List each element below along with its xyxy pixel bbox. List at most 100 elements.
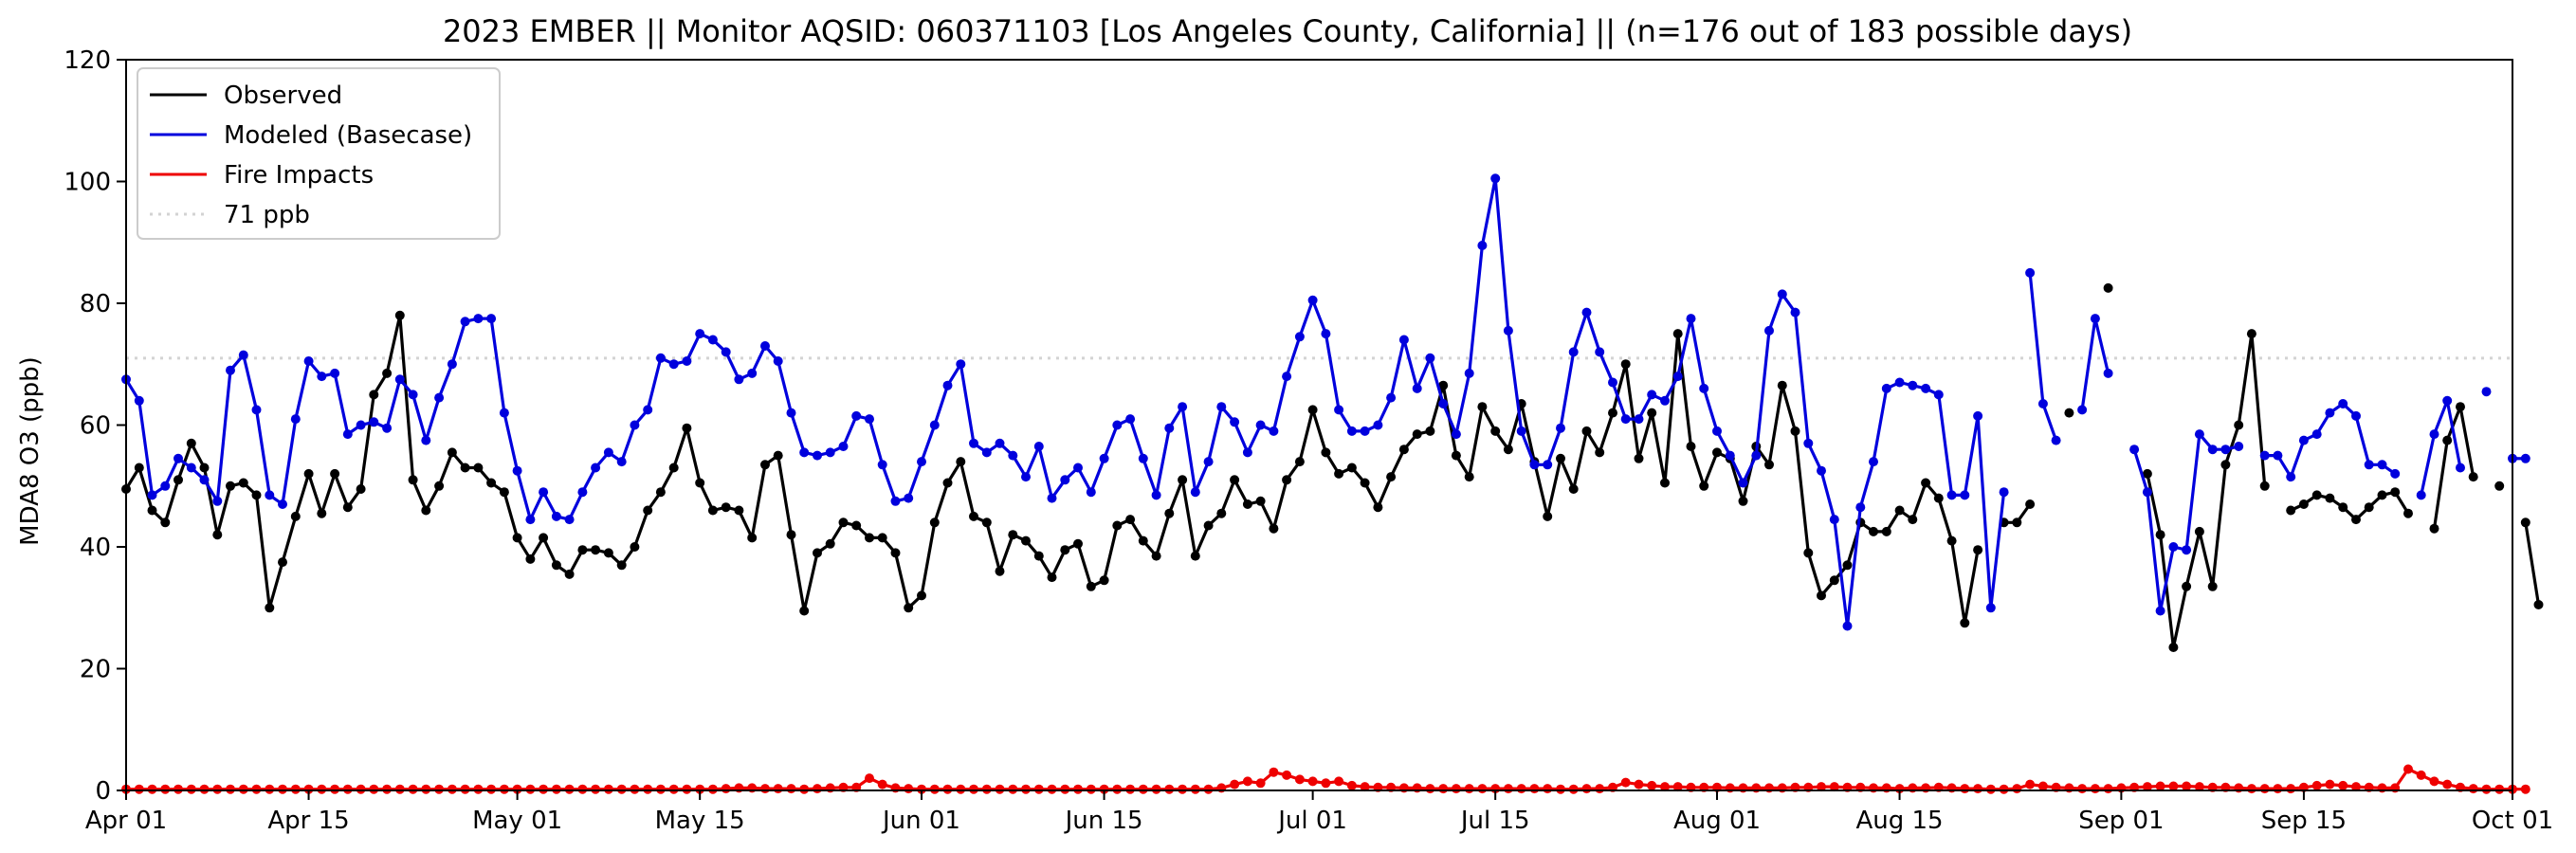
data-point-fire (2142, 782, 2152, 792)
plot-area: 0 20 40 60 80 100 120 Apr 01 Apr 15 May 01 May 15… (64, 46, 2553, 835)
data-point-modeled (668, 359, 679, 370)
data-point-fire (2155, 781, 2165, 791)
data-point-observed (382, 368, 393, 378)
data-point-observed (238, 478, 248, 488)
data-point-observed (1216, 508, 1227, 518)
data-point-modeled (682, 356, 692, 366)
data-point-modeled (2338, 399, 2348, 408)
data-point-modeled (2481, 387, 2492, 397)
data-point-observed (134, 463, 144, 473)
data-point-observed (226, 481, 235, 491)
data-point-fire (1307, 776, 1318, 787)
data-point-observed (1060, 545, 1070, 555)
data-point-fire (1581, 784, 1592, 794)
data-point-modeled (2168, 542, 2179, 552)
data-point-fire (1451, 784, 1461, 794)
data-point-modeled (1164, 423, 1175, 433)
data-point-observed (1346, 463, 1357, 473)
series-modeled (121, 173, 2530, 631)
data-point-observed (2220, 460, 2231, 470)
data-point-observed (917, 590, 926, 601)
data-point-observed (655, 487, 666, 498)
data-point-fire (2468, 784, 2478, 794)
data-point-observed (1086, 581, 1096, 591)
data-point-fire (512, 784, 522, 794)
data-point-modeled (1751, 450, 1762, 461)
data-point-fire (981, 784, 992, 794)
data-point-observed (1946, 535, 1957, 546)
data-point-modeled (734, 374, 744, 385)
data-point-observed (1386, 472, 1397, 482)
data-point-modeled (865, 414, 874, 425)
data-point-fire (1346, 780, 1357, 790)
x-tick-label: Jul 01 (1276, 807, 1347, 835)
data-point-modeled (1398, 335, 1409, 345)
data-point-observed (1398, 445, 1409, 455)
data-point-fire (499, 784, 509, 794)
data-point-modeled (2286, 472, 2296, 482)
data-point-fire (1516, 784, 1526, 794)
data-point-observed (394, 310, 405, 320)
data-point-modeled (1178, 402, 1188, 412)
data-point-modeled (1921, 383, 1931, 393)
data-point-observed (1425, 426, 1435, 436)
data-point-fire (786, 784, 796, 794)
data-point-observed (682, 423, 692, 433)
data-point-observed (460, 463, 470, 473)
data-point-observed (1164, 508, 1175, 518)
data-point-observed (969, 511, 978, 521)
data-point-modeled (1464, 368, 1474, 378)
data-point-observed (1490, 426, 1501, 436)
data-point-observed (2429, 523, 2439, 534)
data-point-observed (2207, 581, 2218, 591)
data-point-observed (251, 490, 262, 500)
data-point-observed (577, 545, 588, 555)
data-point-modeled (1334, 405, 1344, 415)
data-point-fire (1568, 784, 1579, 794)
data-point-fire (290, 784, 301, 794)
data-point-fire (2025, 779, 2036, 789)
data-point-fire (1060, 784, 1070, 794)
data-point-observed (1634, 453, 1644, 463)
data-point-observed (2168, 643, 2179, 652)
data-point-fire (1282, 770, 1292, 780)
data-point-observed (199, 463, 210, 473)
data-point-observed (1869, 526, 1878, 536)
data-point-modeled (447, 359, 457, 370)
data-point-fire (577, 784, 588, 794)
data-point-modeled (382, 423, 393, 433)
data-point-modeled (1047, 493, 1057, 503)
data-point-observed (290, 511, 301, 521)
data-point-modeled (1529, 460, 1540, 470)
data-point-modeled (1138, 453, 1148, 463)
data-point-fire (1033, 784, 1044, 794)
data-point-fire (760, 784, 770, 794)
x-tick-label: Jul 15 (1459, 807, 1530, 835)
x-tick-label: Aug 15 (1855, 807, 1943, 835)
data-point-observed (1269, 523, 1279, 534)
data-point-modeled (2298, 435, 2309, 445)
data-point-modeled (773, 356, 783, 366)
data-point-fire (655, 784, 666, 794)
x-tick-label: May 15 (655, 807, 745, 835)
data-point-modeled (904, 493, 914, 503)
data-point-observed (2142, 468, 2152, 479)
data-point-observed (929, 517, 940, 528)
data-point-modeled (721, 347, 731, 357)
data-point-modeled (1620, 414, 1631, 425)
x-tick-label: Jun 15 (1064, 807, 1143, 835)
data-point-fire (917, 784, 926, 794)
data-point-observed (786, 530, 796, 540)
data-point-observed (1908, 515, 1918, 525)
legend: Observed Modeled (Basecase) Fire Impacts… (137, 67, 501, 240)
data-point-observed (1881, 526, 1891, 536)
x-tick-label: Oct 01 (2472, 807, 2553, 835)
data-point-observed (1568, 484, 1579, 494)
data-point-modeled (1321, 329, 1331, 339)
data-point-modeled (695, 329, 705, 339)
data-point-modeled (512, 465, 522, 476)
data-point-modeled (969, 438, 978, 448)
data-point-fire (1230, 779, 1240, 789)
data-point-fire (238, 784, 248, 794)
data-point-fire (564, 784, 575, 794)
